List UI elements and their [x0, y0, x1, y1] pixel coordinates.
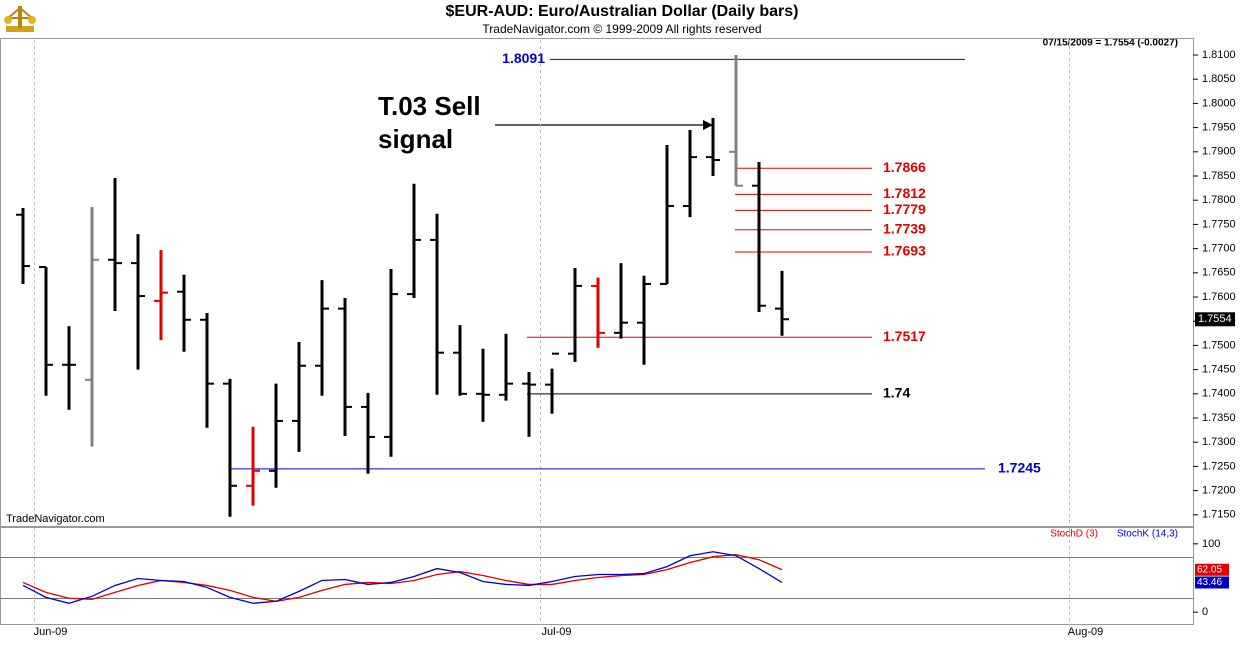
annotation: T.03 Sell — [378, 91, 481, 121]
last-value-label: 62.05 — [1197, 564, 1222, 575]
level-label: 1.7866 — [883, 159, 926, 175]
y-tick-label: 1.7250 — [1202, 460, 1236, 472]
y-tick-label: 1.7900 — [1202, 146, 1236, 158]
level-label: 1.7812 — [883, 185, 926, 201]
last-value-box — [1195, 576, 1229, 589]
last-value-box — [1195, 563, 1229, 576]
last-value-box — [1195, 312, 1235, 327]
stoch-panel-frame — [0, 527, 1194, 625]
y-tick-label: 1.7450 — [1202, 364, 1236, 376]
level-label: 1.7245 — [998, 460, 1041, 476]
last-value-label: 1.7554 — [1198, 313, 1232, 325]
y-tick-label: 1.7600 — [1202, 291, 1236, 303]
stoch-line — [22, 551, 783, 604]
annotation: signal — [378, 124, 453, 154]
y-tick-label: 1.7350 — [1202, 412, 1236, 424]
level-label: 1.7693 — [883, 243, 926, 259]
logo — [4, 6, 36, 32]
y-tick-label: 1.7650 — [1202, 267, 1236, 279]
y-tick-label: 1.7400 — [1202, 388, 1236, 400]
legend-entry: StochK (14,3) — [1117, 529, 1178, 540]
stoch-line — [22, 554, 783, 602]
header-info: 07/15/2009 = 1.7554 (-0.0027) — [1043, 38, 1178, 49]
level-label: 1.7739 — [883, 220, 926, 236]
level-label: 1.7779 — [883, 201, 926, 217]
y-tick-label: 1.7200 — [1202, 485, 1236, 497]
y-tick-label: 1.7300 — [1202, 436, 1236, 448]
level-label: 1.7517 — [883, 328, 926, 344]
y-tick-label: 1.8000 — [1202, 97, 1236, 109]
y-tick-label: 1.7500 — [1202, 339, 1236, 351]
y-tick-label: 1.7750 — [1202, 218, 1236, 230]
watermark: TradeNavigator.com — [6, 513, 105, 525]
y-tick-label: 1.7950 — [1202, 122, 1236, 134]
chart-subtitle: TradeNavigator.com © 1999-2009 All right… — [482, 22, 761, 36]
x-tick-label: Jun-09 — [34, 626, 68, 638]
y-tick-label: 1.8100 — [1202, 49, 1236, 61]
y-tick-label: 1.7150 — [1202, 509, 1236, 521]
y-tick-label: 100 — [1202, 538, 1220, 550]
y-tick-label: 1.7850 — [1202, 170, 1236, 182]
y-tick-label: 0 — [1202, 606, 1208, 618]
legend-entry: StochD (3) — [1050, 529, 1098, 540]
x-tick-label: Jul-09 — [542, 626, 572, 638]
last-value-label: 43.46 — [1197, 577, 1222, 588]
annotation-arrowhead — [703, 120, 713, 130]
y-tick-label: 1.8050 — [1202, 73, 1236, 85]
level-label: 1.74 — [883, 385, 910, 401]
level-label: 1.8091 — [502, 50, 545, 66]
x-tick-label: Aug-09 — [1068, 626, 1103, 638]
y-tick-label: 1.7700 — [1202, 243, 1236, 255]
price-panel-frame — [0, 38, 1194, 527]
chart-title: $EUR-AUD: Euro/Australian Dollar (Daily … — [446, 3, 799, 20]
y-tick-label: 1.7800 — [1202, 194, 1236, 206]
